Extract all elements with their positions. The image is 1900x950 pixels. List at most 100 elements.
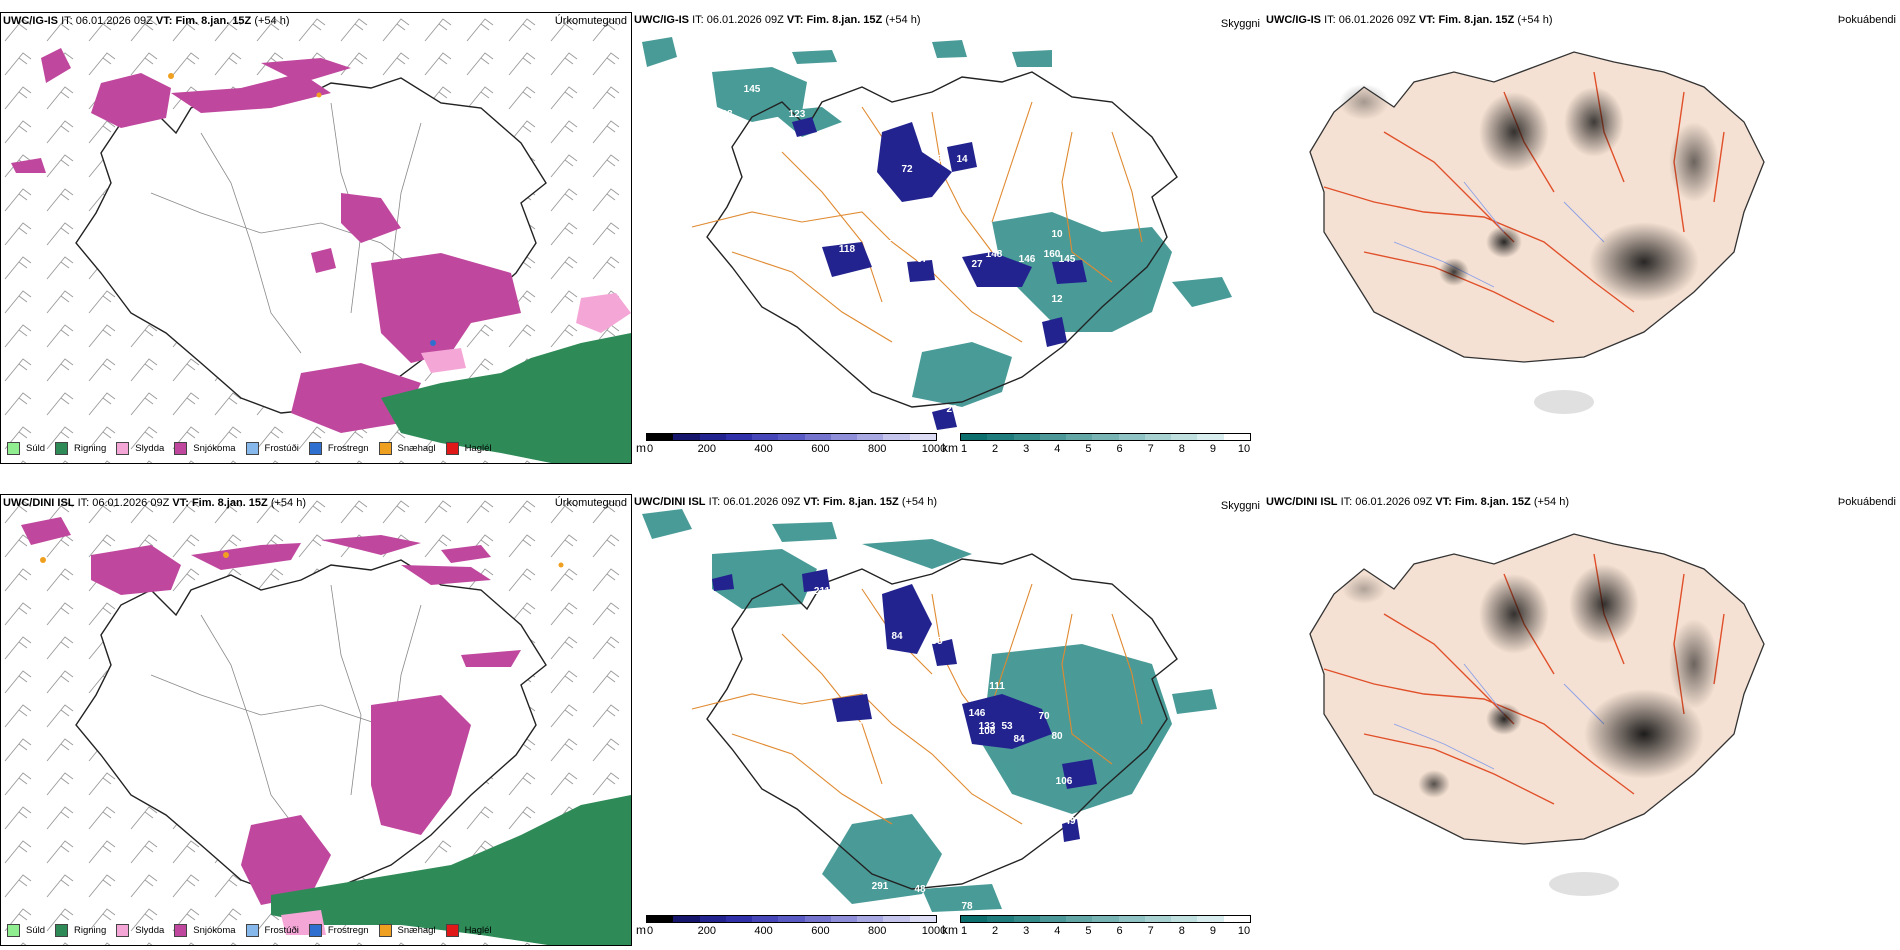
colorbar-tick-label: 9	[1209, 925, 1216, 937]
cloud-base-label: 84	[891, 631, 903, 642]
cloud-base-label: 133	[979, 721, 996, 732]
legend-item: Frostúði	[245, 924, 299, 937]
cloud-base-label: 149	[984, 414, 1001, 425]
cloud-base-label: 145	[1059, 254, 1076, 265]
cloud-base-label: 87	[911, 232, 923, 243]
cloud-base-label: 22	[1136, 894, 1148, 905]
legend-swatch	[308, 442, 322, 455]
legend-swatch	[378, 924, 392, 937]
colorbar-tick-label: 4	[1054, 925, 1061, 937]
legend-swatch	[174, 442, 188, 455]
legend-item: Súld	[7, 924, 45, 937]
legend-item: Frostregn	[308, 442, 369, 455]
cloud-base-label: 78	[961, 901, 973, 912]
colorbar-tick-label: 6	[1116, 925, 1123, 937]
colorbar-tick-label: 7	[1147, 925, 1154, 937]
cloud-base-label: 70	[1038, 711, 1050, 722]
colorbar-tick-label: 600	[811, 443, 830, 455]
cloud-base-label: 291	[872, 881, 889, 892]
cloud-base-label: 42	[1031, 329, 1043, 340]
legend-swatch	[245, 442, 259, 455]
cloud-base-label: 48	[914, 884, 926, 895]
colorbar-tick-label: 8	[1178, 925, 1185, 937]
cloud-base-label: 72	[901, 164, 913, 175]
visibility-unit-label: km	[942, 923, 958, 937]
ceiling-colorbar-2: m 0 200 400 600 800 1000	[636, 915, 946, 945]
colorbar-tick-label: 10	[1237, 925, 1251, 937]
legend-swatch	[445, 924, 459, 937]
fog-indicator-panel-1: UWC/IG-IS IT: 06.01.2026 09Z VT: Fim. 8.…	[1264, 12, 1900, 464]
cloud-base-label: 84	[1013, 734, 1025, 745]
visibility-colorbar-1: km 1 2 3 4 5 6 7 8 9 10	[942, 433, 1257, 463]
precip-type-panel-1: UWC/IG-IS IT: 06.01.2026 09Z VT: Fim. 8.…	[0, 12, 632, 464]
visibility-colorbar-strip	[960, 915, 1251, 923]
cloud-base-label: 12	[1051, 294, 1063, 305]
visibility-colorbar-2: km 1 2 3 4 5 6 7 8 9 10	[942, 915, 1257, 945]
colorbar-tick-label: 400	[754, 925, 773, 937]
colorbar-tick-label: 2	[992, 925, 999, 937]
precip-title-1: UWC/IG-IS IT: 06.01.2026 09Z VT: Fim. 8.…	[3, 15, 290, 27]
colorbar-tick-label: 200	[697, 925, 716, 937]
colorbar-tick-label: 6	[1116, 443, 1123, 455]
cloud-base-label: 28	[721, 109, 733, 120]
ceiling-colorbar-strip	[646, 915, 937, 923]
precip-legend-2: Súld Rigning Slydda Snjókoma Frostúði Fr…	[7, 924, 502, 937]
colorbar-tick-label: 0	[646, 925, 654, 937]
colorbar-tick-label: 4	[1054, 443, 1061, 455]
precip-title-2: UWC/DINI ISL IT: 06.01.2026 09Z VT: Fim.…	[3, 497, 306, 509]
precip-legend-1: Súld Rigning Slydda Snjókoma Frostúði Fr…	[7, 442, 502, 455]
legend-item: Rigning	[55, 442, 106, 455]
legend-item: Snæhagl	[378, 442, 436, 455]
cloud-base-label: 108	[979, 726, 996, 737]
legend-swatch	[55, 442, 69, 455]
colorbar-tick-label: 8	[1178, 443, 1185, 455]
colorbar-tick-label: 800	[868, 443, 887, 455]
cloud-base-label: 14	[956, 154, 968, 165]
colorbar-tick-label: 7	[1147, 443, 1154, 455]
precip-product-label-1: Úrkomutegund	[554, 15, 627, 27]
legend-swatch	[445, 442, 459, 455]
cloud-base-label: 65	[891, 651, 903, 662]
colorbar-tick-label: 5	[1085, 443, 1092, 455]
legend-item: Slydda	[116, 924, 164, 937]
legend-item: Haglél	[445, 924, 492, 937]
precip-type-panel-2: UWC/DINI ISL IT: 06.01.2026 09Z VT: Fim.…	[0, 494, 632, 946]
fog-product-label-1: Þokuábendi	[1837, 14, 1896, 26]
precip-map-2	[1, 495, 631, 945]
fog-product-label-2: Þokuábendi	[1837, 496, 1896, 508]
precip-product-label-2: Úrkomutegund	[554, 497, 627, 509]
cloud-base-label: 10	[1051, 229, 1063, 240]
cloud-base-label: 211	[814, 586, 831, 597]
colorbar-tick-label: 0	[646, 443, 654, 455]
cloud-base-label: 103	[959, 429, 976, 432]
cloud-base-label: 08	[941, 591, 953, 602]
cloud-base-label: 145	[744, 84, 761, 95]
legend-swatch	[116, 924, 130, 937]
legend-swatch	[378, 442, 392, 455]
cloud-base-label: 95	[931, 636, 943, 647]
colorbar-tick-label: 2	[992, 443, 999, 455]
colorbar-tick-label: 400	[754, 443, 773, 455]
legend-swatch	[116, 442, 130, 455]
ceiling-unit-label: m	[636, 923, 646, 937]
colorbar-tick-label: 3	[1023, 443, 1030, 455]
legend-item: Slydda	[116, 442, 164, 455]
ceiling-unit-label: m	[636, 441, 646, 455]
cloud-base-label: 96	[851, 721, 863, 732]
legend-swatch	[308, 924, 322, 937]
cloud-base-label: 27	[971, 259, 983, 270]
cloud-visibility-panel-2: UWC/DINI ISL IT: 06.01.2026 09Z VT: Fim.…	[632, 494, 1264, 946]
visibility-colorbar-strip	[960, 433, 1251, 441]
cloud-base-label: 118	[839, 244, 856, 255]
cloud-product-label-1: Skyggni	[1220, 18, 1260, 30]
fog-indicator-panel-2: UWC/DINI ISL IT: 06.01.2026 09Z VT: Fim.…	[1264, 494, 1900, 946]
legend-item: Frostregn	[308, 924, 369, 937]
cloud-base-label: 146	[1019, 254, 1036, 265]
legend-swatch	[7, 442, 20, 455]
colorbar-tick-label: 800	[868, 925, 887, 937]
legend-item: Súld	[7, 442, 45, 455]
colorbar-tick-label: 3	[1023, 925, 1030, 937]
cloud-title-1: UWC/IG-IS IT: 06.01.2026 09Z VT: Fim. 8.…	[634, 14, 921, 26]
cloud-base-label: 146	[969, 708, 986, 719]
